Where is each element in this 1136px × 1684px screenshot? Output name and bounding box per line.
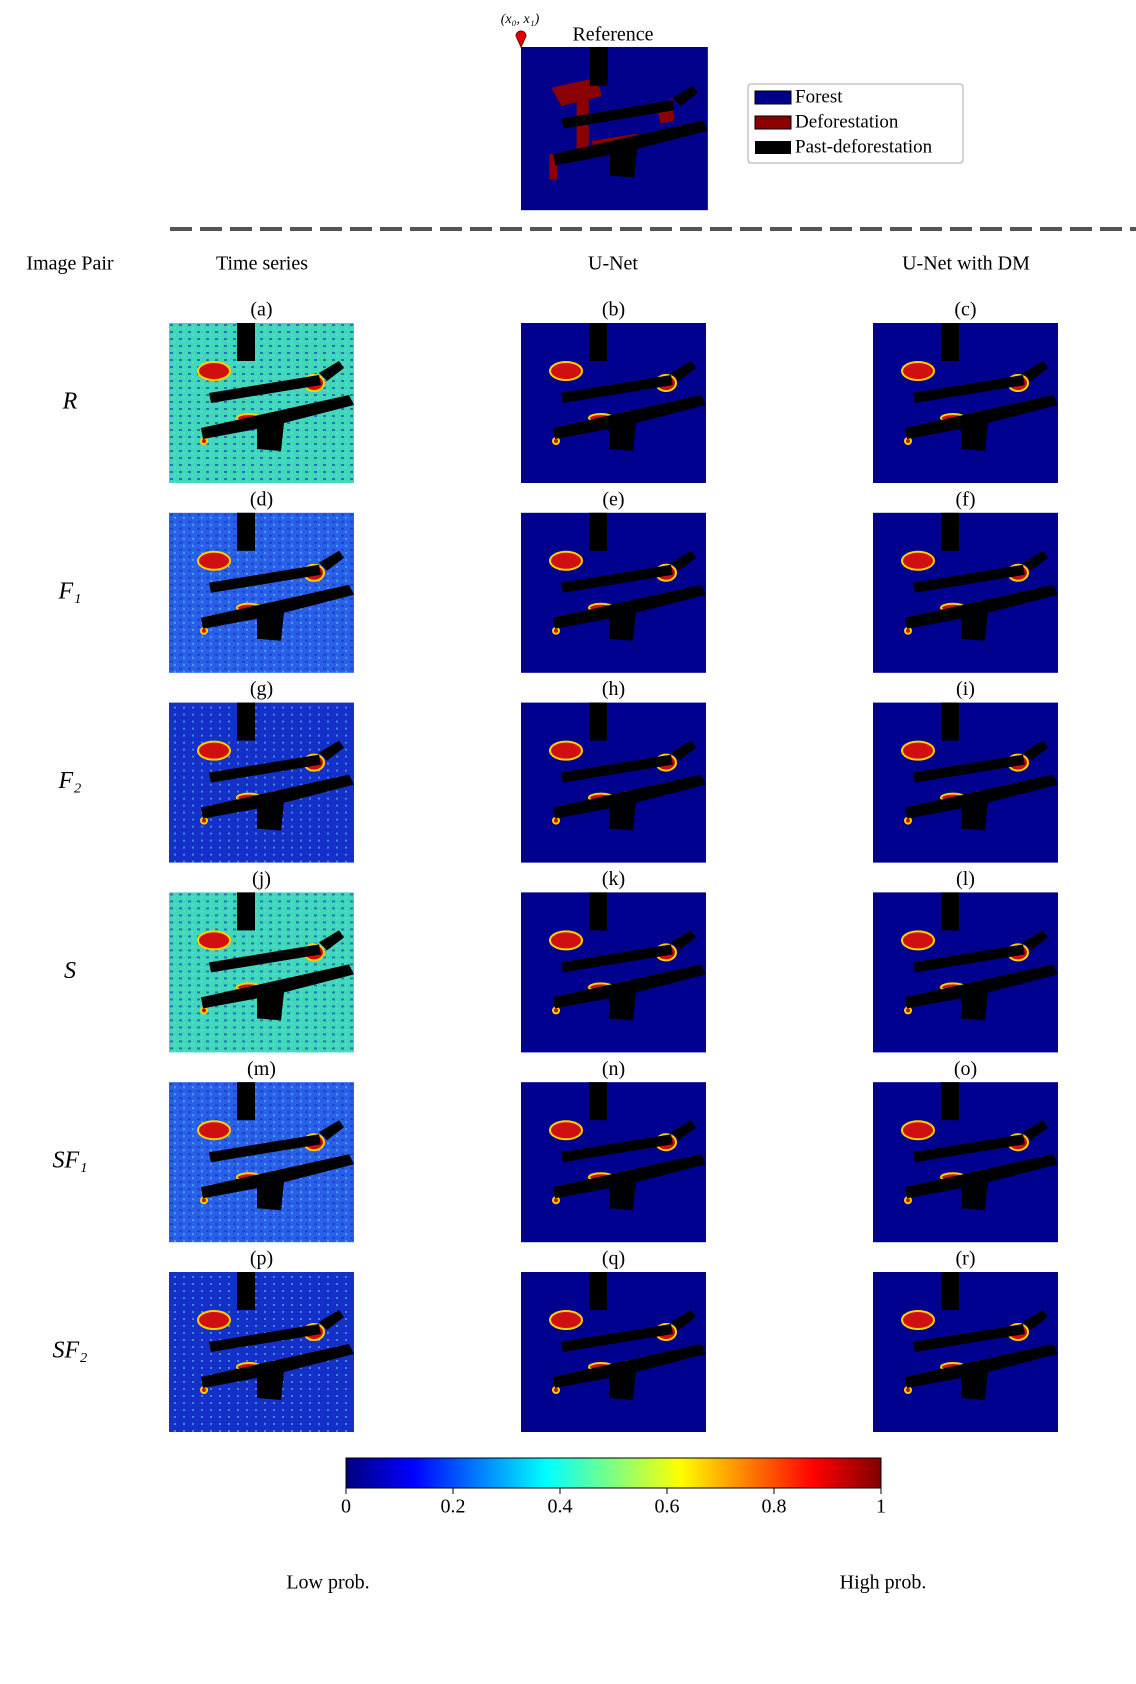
panel-label: (b): [602, 299, 625, 321]
colorbar-high: High prob.: [840, 1572, 927, 1594]
row-label: SF₁: [52, 1148, 87, 1174]
panel-label: (o): [954, 1058, 977, 1080]
row-label: R: [62, 389, 78, 415]
panel-label: (e): [602, 488, 624, 510]
panel-image: [873, 323, 1058, 483]
legend-label: Past-deforestation: [795, 136, 933, 157]
panel-label: (n): [602, 1058, 625, 1080]
panel-image: [169, 892, 354, 1052]
row-label: S: [64, 958, 76, 984]
reference-marker: (x₀, x₁): [501, 12, 540, 27]
panel-image: [873, 1272, 1058, 1432]
legend: Forest Deforestation Past-deforestation: [748, 84, 963, 163]
panel-image: [521, 513, 706, 673]
legend-swatch: [755, 141, 791, 154]
column-header: U-Net with DM: [902, 253, 1030, 275]
reference-title: Reference: [572, 24, 653, 46]
panel-label: (l): [956, 868, 975, 890]
marker-pin: [516, 31, 526, 47]
row-label: F₁: [57, 578, 81, 604]
legend-swatch: [755, 91, 791, 104]
row-label: SF₂: [52, 1338, 87, 1364]
panel-image: [521, 1272, 706, 1432]
column-header: U-Net: [588, 253, 638, 275]
colorbar-tick-label: 0: [341, 1496, 351, 1518]
panel-image: [521, 703, 706, 863]
panel-image: [169, 323, 354, 483]
panel-label: (a): [250, 299, 272, 321]
panel-image: [873, 892, 1058, 1052]
panel-label: (i): [956, 678, 975, 700]
panel-image: [169, 1082, 354, 1242]
panel-image: [169, 703, 354, 863]
column-header: Time series: [216, 253, 308, 275]
panel-image: [873, 703, 1058, 863]
panel-label: (f): [956, 488, 976, 510]
legend-label: Deforestation: [795, 111, 899, 132]
colorbar: [346, 1458, 881, 1488]
panel-label: (p): [250, 1248, 273, 1270]
colorbar-tick-label: 1: [876, 1496, 886, 1518]
colorbar-tick-label: 0.4: [548, 1496, 573, 1518]
colorbar-tick-label: 0.6: [655, 1496, 680, 1518]
reference-image: [521, 47, 708, 210]
panel-image: [873, 1082, 1058, 1242]
row-header: Image Pair: [26, 253, 114, 275]
panel-image: [521, 892, 706, 1052]
panel-label: (h): [602, 678, 625, 700]
panel-label: (g): [250, 678, 273, 700]
panel-image: [169, 513, 354, 673]
panel-image: [169, 1272, 354, 1432]
panel-label: (q): [602, 1248, 625, 1270]
panel-label: (j): [252, 868, 271, 890]
figure: (x₀, x₁) Reference Forest Deforestation …: [0, 0, 1136, 1684]
panel-label: (k): [602, 868, 625, 890]
panel-image: [873, 513, 1058, 673]
panel-label: (m): [247, 1058, 276, 1080]
colorbar-tick-label: 0.8: [762, 1496, 787, 1518]
panel-label: (c): [954, 299, 976, 321]
panel-label: (r): [956, 1248, 976, 1270]
row-label: F₂: [57, 768, 81, 794]
panel-label: (d): [250, 488, 273, 510]
colorbar-low: Low prob.: [286, 1572, 369, 1594]
colorbar-tick-label: 0.2: [441, 1496, 466, 1518]
panel-image: [521, 1082, 706, 1242]
panel-image: [521, 323, 706, 483]
legend-swatch: [755, 116, 791, 129]
legend-label: Forest: [795, 86, 843, 107]
